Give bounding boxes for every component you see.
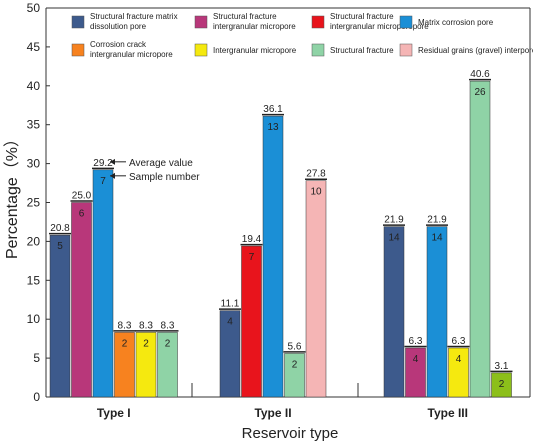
x-axis-title: Reservoir type bbox=[242, 425, 339, 442]
data-label: 8.3 bbox=[118, 320, 132, 331]
legend-label: Structural fracture bbox=[330, 46, 394, 55]
bar bbox=[219, 310, 241, 398]
sample-count-label: 14 bbox=[388, 233, 400, 244]
category-label: Type I bbox=[97, 406, 131, 420]
annotation-average-value: Average value bbox=[129, 158, 193, 169]
bar bbox=[491, 372, 512, 398]
y-tick-label: 20 bbox=[27, 234, 41, 248]
y-tick-label: 50 bbox=[27, 1, 41, 15]
legend-swatch bbox=[194, 15, 208, 29]
annotation-sample-number: Sample number bbox=[129, 172, 200, 183]
y-tick-label: 15 bbox=[27, 273, 41, 287]
legend-label: Residual grains (gravel) interpores bbox=[418, 46, 533, 55]
data-label: 20.8 bbox=[50, 223, 70, 234]
annotation-arrowhead bbox=[110, 172, 115, 179]
y-axis-title: Percentage（%） bbox=[3, 131, 21, 259]
data-label: 25.0 bbox=[72, 191, 92, 202]
bar bbox=[448, 347, 469, 398]
data-label: 27.8 bbox=[306, 169, 326, 180]
sample-count-label: 4 bbox=[413, 354, 419, 365]
data-label: 5.6 bbox=[288, 341, 302, 352]
bar bbox=[135, 332, 157, 398]
bar bbox=[426, 226, 448, 398]
sample-count-label: 10 bbox=[310, 187, 322, 198]
sample-count-label: 7 bbox=[100, 176, 106, 187]
data-label: 36.1 bbox=[263, 104, 283, 115]
sample-count-label: 2 bbox=[292, 359, 298, 370]
legend-label: Intergranular micropore bbox=[213, 46, 297, 55]
data-label: 40.6 bbox=[470, 69, 490, 80]
bar bbox=[305, 180, 327, 398]
bar bbox=[114, 332, 135, 398]
sample-count-label: 4 bbox=[227, 317, 233, 328]
bar bbox=[49, 234, 71, 398]
legend-swatch bbox=[399, 43, 413, 57]
data-label: 8.3 bbox=[161, 320, 175, 331]
y-tick-label: 25 bbox=[27, 196, 41, 210]
bar bbox=[405, 347, 426, 398]
data-label: 29.2 bbox=[93, 158, 113, 169]
category-label: Type II bbox=[254, 406, 291, 420]
sample-count-label: 4 bbox=[456, 354, 462, 365]
data-label: 3.1 bbox=[495, 361, 509, 372]
data-label: 6.3 bbox=[452, 336, 466, 347]
data-label: 8.3 bbox=[139, 320, 153, 331]
data-label: 11.1 bbox=[221, 299, 240, 310]
annotations: Average value Sample number bbox=[110, 158, 200, 183]
sample-count-label: 6 bbox=[79, 209, 85, 220]
bar bbox=[284, 353, 305, 398]
bar bbox=[241, 245, 262, 398]
legend-label: Structural fracture matrix bbox=[90, 12, 178, 21]
sample-count-label: 2 bbox=[122, 338, 128, 349]
y-tick-label: 30 bbox=[27, 157, 41, 171]
bar bbox=[92, 169, 114, 398]
data-label: 21.9 bbox=[427, 215, 447, 226]
bar bbox=[71, 202, 92, 398]
bar bbox=[383, 226, 405, 398]
legend-label: dissolution pore bbox=[90, 22, 147, 31]
sample-count-label: 2 bbox=[165, 338, 171, 349]
sample-count-label: 2 bbox=[143, 338, 149, 349]
sample-count-label: 14 bbox=[431, 233, 443, 244]
data-label: 19.4 bbox=[242, 234, 262, 245]
y-tick-label: 10 bbox=[27, 312, 41, 326]
y-tick-label: 5 bbox=[33, 351, 40, 365]
legend-label: Corrosion crack bbox=[90, 40, 147, 49]
legend-swatch bbox=[71, 15, 85, 29]
y-tick-label: 45 bbox=[27, 40, 41, 54]
sample-count-label: 26 bbox=[474, 87, 486, 98]
bars: 20.8 5 25.0 6 29.2 7 8.3 2 8.3 2 8.3 2 11.1 4 19.4 7 36.… bbox=[49, 69, 513, 398]
legend-label: Structural fracture bbox=[330, 12, 394, 21]
legend-swatch bbox=[71, 43, 85, 57]
y-tick-label: 40 bbox=[27, 79, 41, 93]
legend-label: intergranular micropore bbox=[213, 22, 296, 31]
category-label: Type III bbox=[428, 406, 468, 420]
data-label: 21.9 bbox=[384, 215, 404, 226]
legend-label: intergranular micropore bbox=[90, 50, 173, 59]
legend-swatch bbox=[311, 43, 325, 57]
sample-count-label: 2 bbox=[499, 379, 505, 390]
legend-swatch bbox=[399, 15, 413, 29]
annotation-arrowhead bbox=[110, 158, 115, 165]
legend-swatch bbox=[194, 43, 208, 57]
bar bbox=[262, 115, 284, 398]
data-label: 6.3 bbox=[409, 336, 423, 347]
bar bbox=[469, 80, 491, 398]
sample-count-label: 7 bbox=[249, 252, 255, 263]
y-tick-label: 0 bbox=[33, 390, 40, 404]
sample-count-label: 5 bbox=[57, 241, 63, 252]
bar bbox=[157, 332, 178, 398]
legend-swatch bbox=[311, 15, 325, 29]
legend-label: intergranular microporepore bbox=[330, 22, 429, 31]
legend-label: Structural fracture bbox=[213, 12, 277, 21]
legend-label: Matrix corrosion pore bbox=[418, 18, 494, 27]
y-tick-label: 35 bbox=[27, 118, 41, 132]
sample-count-label: 13 bbox=[267, 122, 279, 133]
